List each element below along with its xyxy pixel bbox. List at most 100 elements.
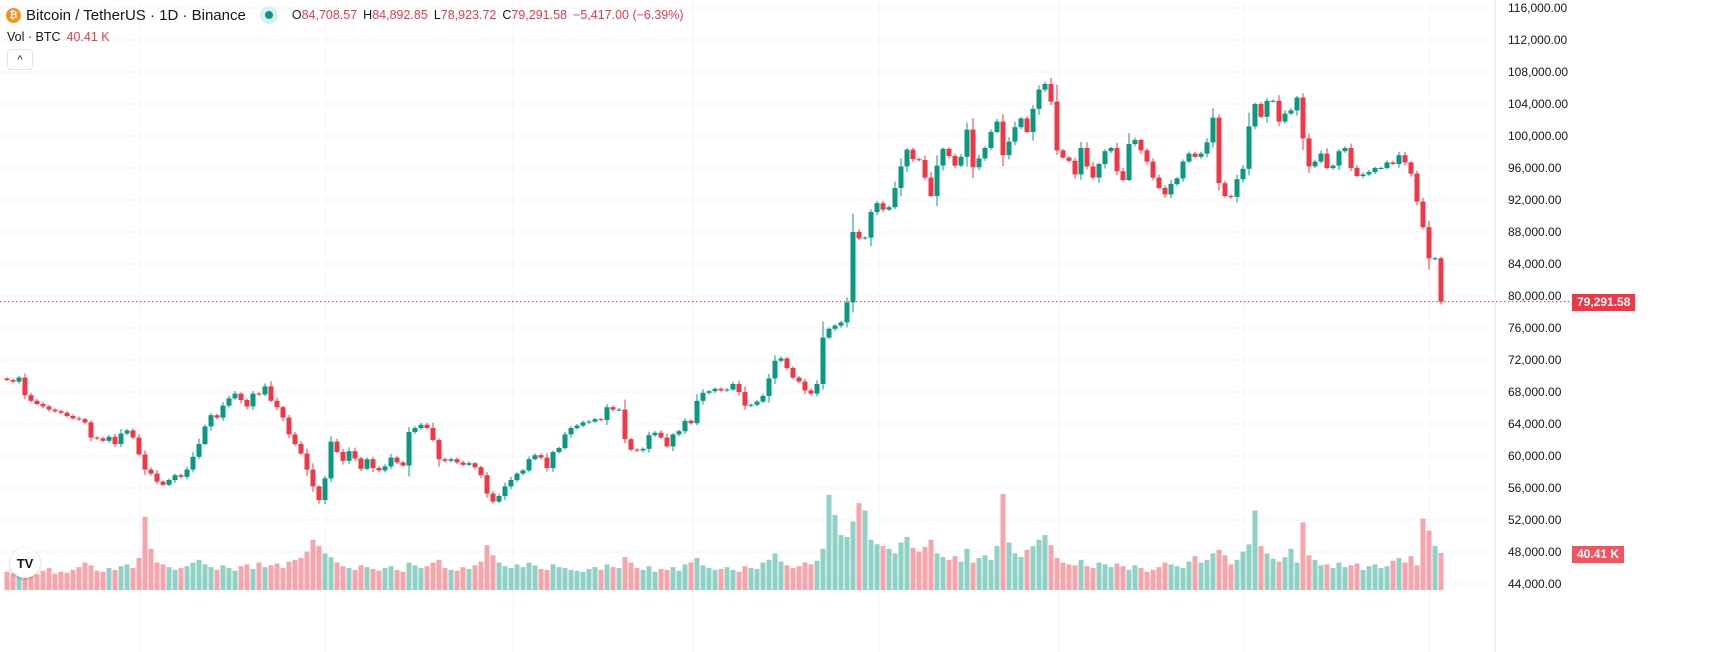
candle-body [466,463,472,465]
candle-body [640,448,646,451]
volume-bar [472,565,478,590]
volume-bar [1066,564,1072,590]
candle-body [184,469,190,477]
candle-body [1276,100,1282,122]
volume-bar [184,566,190,590]
volume-bar [382,568,388,590]
symbol-title[interactable]: Bitcoin / TetherUS · 1D · Binance [26,6,246,24]
volume-bar [850,521,856,590]
volume-bar [316,546,322,590]
volume-bar [370,568,376,590]
volume-bar [166,567,172,590]
volume-bar [484,545,490,590]
price-tick-label: 92,000.00 [1508,193,1562,207]
volume-bar [418,568,424,590]
volume-bar [208,567,214,590]
candle-body [286,417,292,435]
volume-bars [4,494,1444,590]
candle-body [190,456,196,470]
volume-bar [1300,522,1306,590]
volume-bar [268,565,274,590]
price-tick-label: 64,000.00 [1508,417,1562,431]
candle-body [1030,108,1036,132]
candle-body [1234,179,1240,197]
candle-body [1246,126,1252,169]
ohlc-close: C79,291.58 [502,8,568,22]
volume-bar [1426,530,1432,590]
candle-body [148,469,154,474]
volume-bar [244,564,250,590]
candle-body [1282,113,1288,122]
candle-body [496,496,502,502]
candle-body [868,212,874,238]
candle-body [988,132,994,148]
last-price-label: 79,291.58 [1572,294,1636,311]
volume-bar [232,570,238,590]
volume-bar [1138,568,1144,590]
volume-bar [652,571,658,590]
candle-body [562,434,568,448]
candle-body [1318,153,1324,162]
candle-body [118,433,124,444]
candle-body [814,384,820,394]
volume-bar [226,568,232,590]
volume-bar [112,569,118,590]
candle-body [418,424,424,428]
volume-bar [1132,565,1138,590]
volume-bar [574,570,580,590]
price-tick-label: 100,000.00 [1508,129,1569,143]
volume-bar [1432,546,1438,590]
volume-bar [592,567,598,590]
candle-body [10,380,16,382]
volume-bar [1186,561,1192,590]
candle-body [142,454,148,470]
volume-bar [910,547,916,590]
candle-body [718,388,724,391]
volume-bar [70,569,76,590]
volume-bar [1048,545,1054,590]
candle-body [82,419,88,423]
candle-body [874,203,880,212]
volume-bar [88,565,94,590]
price-tick-label: 72,000.00 [1508,353,1562,367]
candle-body [1258,104,1264,117]
candle-body [1252,104,1258,127]
candle-body [778,358,784,361]
candle-body [262,386,268,395]
candle-body [322,478,328,500]
collapse-legend-button[interactable]: ^ [7,49,33,70]
candle-body [442,459,448,461]
candle-body [46,406,52,410]
candle-body [28,395,34,401]
candle-body [1372,168,1378,172]
volume-bar [1060,562,1066,590]
candle-body [622,409,628,440]
volume-bar [514,564,520,590]
candle-body [610,407,616,410]
candle-body [76,418,82,420]
volume-bar [1030,546,1036,590]
market-status-icon[interactable] [259,6,278,24]
volume-bar [1366,566,1372,590]
candle-body [1378,168,1384,169]
volume-bar [124,564,130,590]
candle-body [40,404,46,407]
volume-bar [274,563,280,590]
volume-bar [976,558,982,590]
candle-body [160,481,166,485]
candle-body [1132,140,1138,144]
candle-body [946,148,952,156]
candle-body [274,400,280,408]
candle-body [436,440,442,460]
volume-bar [1222,555,1228,590]
volume-bar [1000,494,1006,590]
volume-bar [1006,542,1012,590]
candle-body [136,437,142,455]
volume-bar [634,568,640,590]
candle-body [214,415,220,418]
tradingview-logo[interactable]: TV [10,548,40,578]
volume-bar [646,566,652,590]
volume-bar [952,556,958,590]
volume-bar [1018,557,1024,590]
